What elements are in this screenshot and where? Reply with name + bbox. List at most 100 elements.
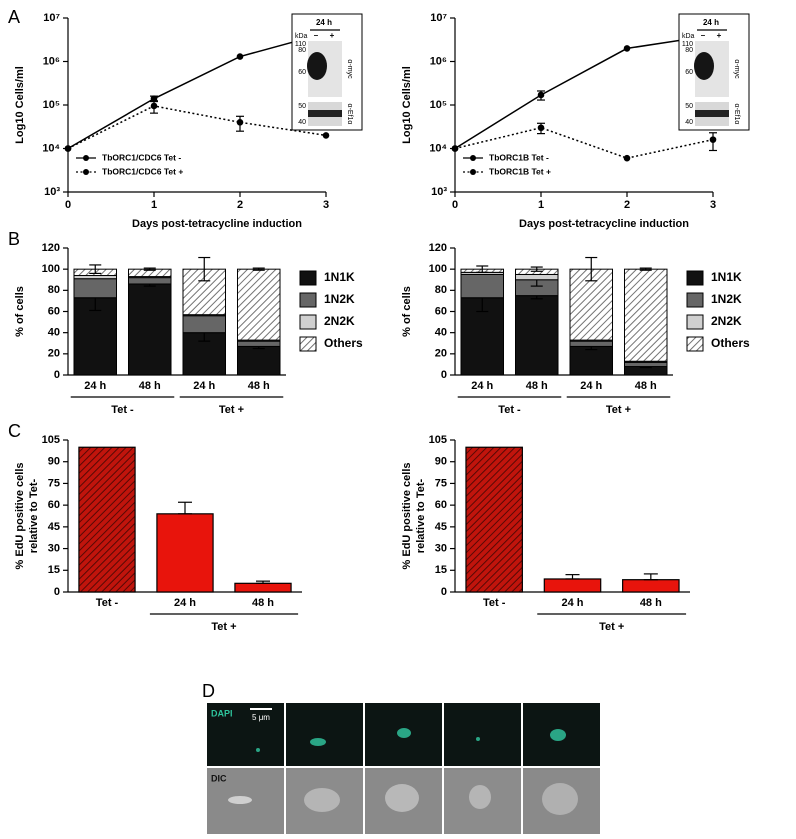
legend-swatch <box>686 336 704 352</box>
panel-label: A <box>8 7 20 27</box>
y-tick-label: 100 <box>429 263 447 275</box>
bar-segment <box>460 273 505 299</box>
y-tick-label: 90 <box>48 456 60 468</box>
y-tick-label: 80 <box>435 284 447 296</box>
cell <box>542 783 578 815</box>
panel-label: C <box>8 421 21 441</box>
scale-bar-label: 5 μm <box>252 713 270 722</box>
stain-label: DIC <box>211 773 227 783</box>
y-axis-label: % of cells <box>14 286 26 337</box>
marker-label: 40 <box>685 119 693 126</box>
bar-segment <box>127 283 172 376</box>
group-label: Tet - <box>111 404 134 416</box>
data-point <box>236 53 244 60</box>
marker-label: 60 <box>685 69 693 76</box>
x-tick-label: 0 <box>65 199 71 211</box>
bar <box>156 513 214 593</box>
lane-label: – <box>314 31 319 40</box>
bar-segment <box>236 340 281 347</box>
inset-title: 24 h <box>703 18 719 27</box>
legend-label: 2N2K <box>324 314 355 328</box>
x-tick-label: 24 h <box>193 380 215 392</box>
cell <box>228 796 252 804</box>
image-tile <box>207 703 284 766</box>
y-axis-label: Log10 Cells/ml <box>14 66 26 144</box>
y-tick-label: 120 <box>429 242 447 254</box>
legend-swatch <box>686 314 704 330</box>
data-point <box>322 132 330 139</box>
y-tick-label: 80 <box>48 284 60 296</box>
y-tick-label: 0 <box>441 586 447 598</box>
x-tick-label: 1 <box>151 199 157 211</box>
y-axis-label: relative to Tet- <box>415 478 427 553</box>
legend-label: 1N1K <box>711 270 742 284</box>
blot-band <box>695 110 729 117</box>
y-tick-label: 105 <box>429 434 447 446</box>
bar-segment <box>623 361 668 368</box>
legend-marker <box>470 169 476 175</box>
y-tick-label: 60 <box>435 305 447 317</box>
series-line <box>67 32 327 150</box>
y-axis-label: Log10 Cells/ml <box>401 66 413 144</box>
x-tick-label: 2 <box>237 199 243 211</box>
bar <box>465 446 523 593</box>
y-axis-label: % of cells <box>401 286 413 337</box>
y-tick-label: 10⁴ <box>42 142 60 154</box>
legend-swatch <box>299 314 317 330</box>
y-tick-label: 15 <box>48 564 60 576</box>
bar-segment <box>623 268 668 362</box>
x-tick-label: Tet - <box>483 597 506 609</box>
data-point <box>236 119 244 126</box>
y-tick-label: 90 <box>435 456 447 468</box>
antibody-label: α-Ef1α <box>733 104 740 125</box>
legend-swatch <box>686 270 704 286</box>
bar <box>234 582 292 593</box>
legend-swatch <box>686 292 704 308</box>
group-label: Tet + <box>599 621 624 633</box>
x-tick-label: Tet - <box>96 597 119 609</box>
marker-label: 110 <box>682 41 693 48</box>
y-tick-label: 40 <box>48 327 60 339</box>
cell <box>385 784 419 812</box>
x-tick-label: 48 h <box>139 380 161 392</box>
bar <box>543 578 602 593</box>
blot-band <box>308 110 342 117</box>
y-tick-label: 20 <box>435 348 447 360</box>
data-point <box>537 124 545 132</box>
x-tick-label: 1 <box>538 199 544 211</box>
y-tick-label: 10⁷ <box>43 12 60 24</box>
bar <box>622 579 680 593</box>
data-point <box>623 45 631 52</box>
y-tick-label: 75 <box>48 477 60 489</box>
x-tick-label: 3 <box>710 199 716 211</box>
group-label: Tet - <box>498 404 521 416</box>
x-tick-label: 24 h <box>561 597 583 609</box>
y-tick-label: 10⁷ <box>430 12 447 24</box>
y-tick-label: 105 <box>42 434 60 446</box>
x-tick-label: 24 h <box>471 380 493 392</box>
y-tick-label: 75 <box>435 477 447 489</box>
marker-label: 50 <box>685 103 693 110</box>
dapi-signal <box>310 738 326 746</box>
x-tick-label: 24 h <box>84 380 106 392</box>
legend-label: Others <box>711 336 750 350</box>
dapi-signal <box>550 729 566 741</box>
y-axis-label: % EdU positive cells <box>14 463 26 570</box>
x-tick-label: 48 h <box>640 597 662 609</box>
bar-segment <box>236 268 281 341</box>
data-point <box>623 154 631 162</box>
x-tick-label: 0 <box>452 199 458 211</box>
bar-segment <box>569 340 614 347</box>
legend-swatch <box>299 270 317 286</box>
series-line <box>67 105 327 150</box>
legend-marker <box>83 155 89 161</box>
marker-label: 60 <box>298 69 306 76</box>
data-point <box>537 91 545 99</box>
data-point <box>451 145 459 152</box>
series-line <box>454 34 714 150</box>
panel-label: B <box>8 229 20 249</box>
x-tick-label: 48 h <box>248 380 270 392</box>
bar-segment <box>569 345 614 376</box>
bar-segment <box>73 278 118 299</box>
